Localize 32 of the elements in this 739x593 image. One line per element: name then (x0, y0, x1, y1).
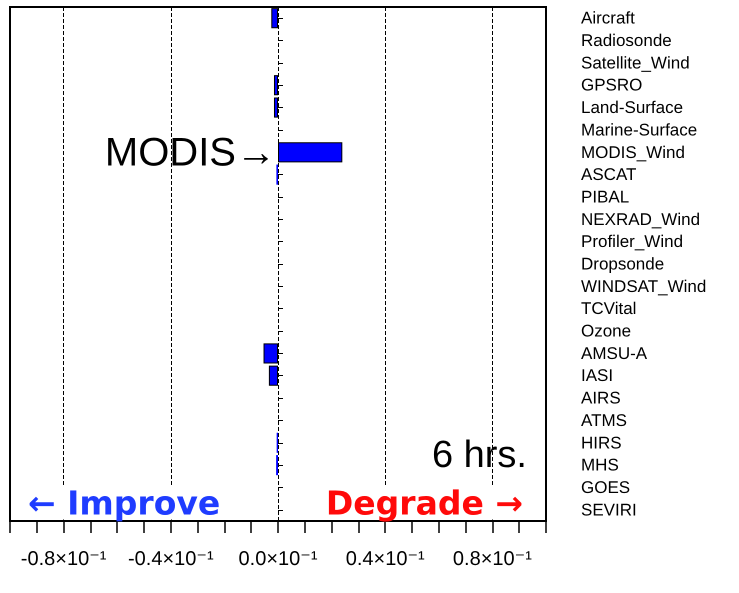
y-tick-label: Satellite_Wind (581, 53, 690, 72)
x-tick-label: -0.4×10⁻¹ (128, 548, 214, 570)
annotation: 6 hrs. (432, 434, 527, 476)
y-tick-label: Land-Surface (581, 98, 684, 118)
y-tick-label: Profiler_Wind (581, 232, 684, 252)
x-tick-label: 0.0×10⁻¹ (238, 548, 318, 570)
y-tick-label: Aircraft (581, 8, 636, 28)
y-tick-label: WINDSAT_Wind (581, 276, 706, 296)
y-tick-label: AIRS (581, 388, 621, 408)
annotation: Degrade → (326, 484, 523, 522)
y-tick-label: SEVIRI (581, 500, 637, 520)
y-tick-label: Radiosonde (581, 31, 672, 50)
y-tick-label: Ozone (581, 322, 632, 341)
y-tick-label: PIBAL (581, 187, 630, 206)
y-tick-label: Marine-Surface (581, 120, 698, 140)
y-tick-label: MHS (581, 456, 619, 475)
y-tick-label: Dropsonde (581, 254, 664, 274)
y-tick-label: ASCAT (581, 165, 636, 184)
y-tick-label: ATMS (581, 410, 627, 430)
y-tick-label: IASI (581, 366, 614, 386)
annotation: ← Improve (28, 484, 220, 522)
annotation: MODIS→ (104, 130, 276, 174)
y-tick-label: MODIS_Wind (581, 142, 685, 162)
x-tick-label: 0.4×10⁻¹ (346, 548, 426, 570)
y-tick-label: GOES (581, 478, 630, 497)
y-tick-label: GPSRO (581, 76, 642, 95)
y-tick-label: HIRS (581, 433, 622, 452)
y-tick-label: TCVital (581, 299, 636, 318)
y-tick-label: AMSU-A (581, 344, 648, 363)
y-tick-label: NEXRAD_Wind (581, 210, 700, 229)
x-tick-label: -0.8×10⁻¹ (20, 548, 107, 570)
x-tick-label: 0.8×10⁻¹ (452, 548, 532, 570)
